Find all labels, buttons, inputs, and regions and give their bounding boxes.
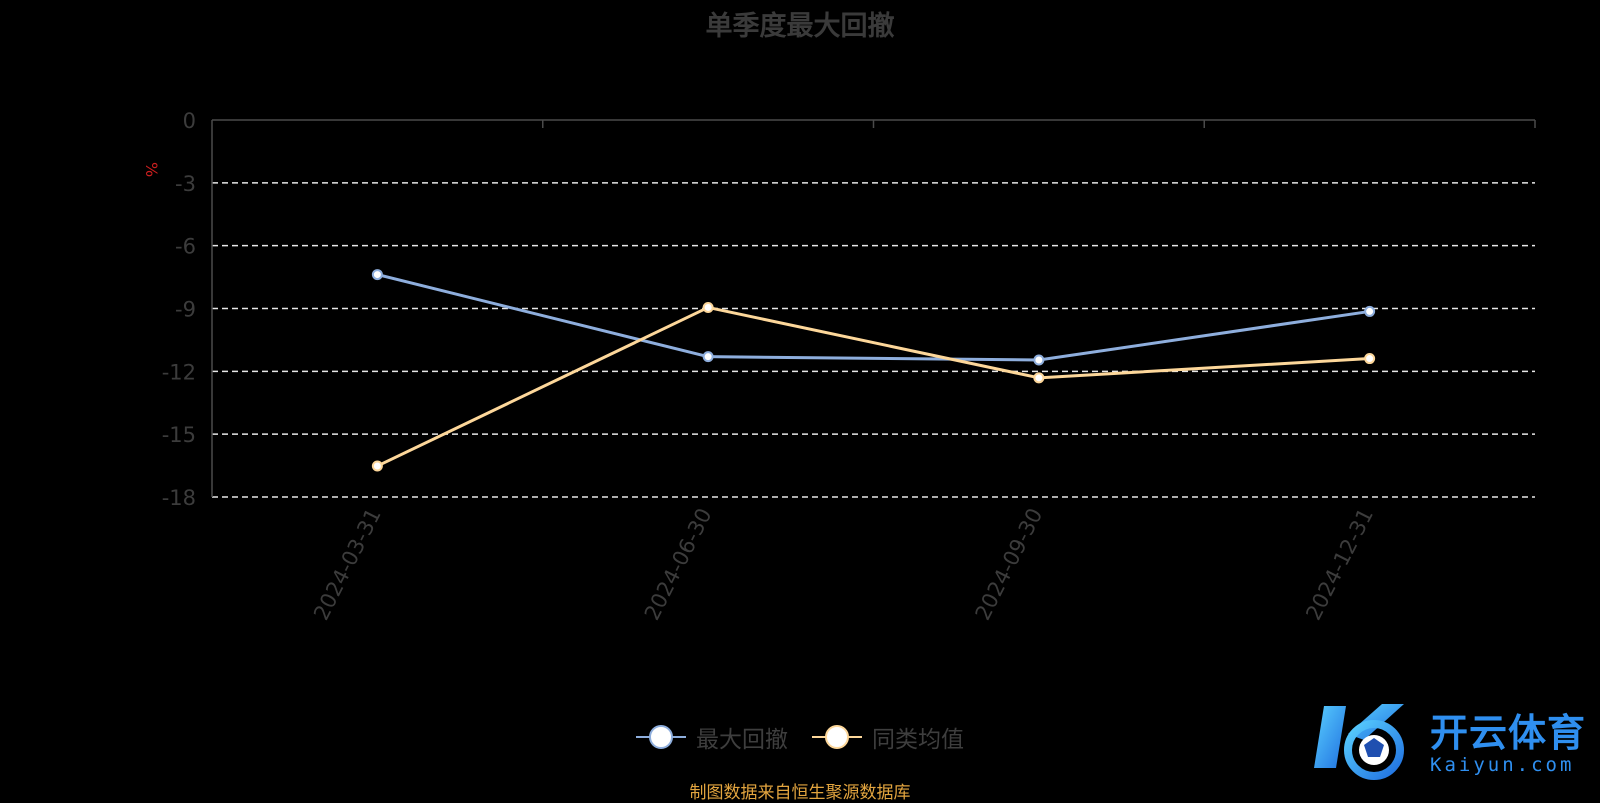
y-tick-label: -9 (175, 298, 196, 322)
y-tick-label: -15 (162, 423, 196, 447)
logo-url: Kaiyun.com (1430, 754, 1575, 776)
y-tick-label: -18 (162, 486, 196, 510)
x-tick-label: 2024-12-31 (1301, 504, 1378, 624)
data-point-drawdown (1364, 305, 1376, 317)
legend-item-peer-average[interactable]: 同类均值 (812, 720, 964, 754)
y-axis-unit-label: % (142, 162, 161, 177)
legend-label-drawdown: 最大回撤 (696, 727, 788, 753)
data-point-drawdown (371, 269, 383, 281)
data-point-peer-average (371, 460, 383, 472)
data-point-drawdown (1033, 354, 1045, 366)
logo-name: 开云体育 (1430, 711, 1587, 755)
series-line-peer-average (376, 305, 1370, 468)
x-tick-label: 2024-03-31 (309, 504, 386, 624)
y-tick-label: -3 (175, 172, 196, 196)
kaiyun-logo-icon (1314, 704, 1404, 780)
data-point-peer-average (1033, 372, 1045, 384)
y-tick-label: 0 (183, 109, 196, 133)
data-point-peer-average (702, 301, 714, 313)
y-tick-label: -6 (175, 235, 196, 259)
legend-swatch-peer-average-icon (812, 725, 862, 749)
kaiyun-logo: 开云体育 Kaiyun.com (1312, 698, 1592, 788)
data-point-peer-average (1364, 353, 1376, 365)
x-tick-label: 2024-06-30 (640, 504, 717, 624)
legend: 最大回撤 同类均值 (0, 720, 1600, 754)
chart-title: 单季度最大回撤 (705, 11, 895, 42)
grid-layer (212, 182, 1535, 498)
series-layer (371, 269, 1376, 472)
x-tick-label: 2024-09-30 (971, 504, 1048, 624)
legend-swatch-drawdown-icon (636, 725, 686, 749)
data-source-note: 制图数据来自恒生聚源数据库 (689, 783, 911, 803)
legend-label-peer-average: 同类均值 (872, 727, 964, 753)
data-point-drawdown (702, 351, 714, 363)
axis-layer: 0 -3 -6 -9 -12 -15 -18% 2024-03-31 2024-06-30 202… (142, 109, 1536, 624)
y-tick-label: -12 (162, 360, 196, 384)
series-line-drawdown (377, 273, 1370, 362)
legend-item-drawdown[interactable]: 最大回撤 (636, 720, 788, 754)
